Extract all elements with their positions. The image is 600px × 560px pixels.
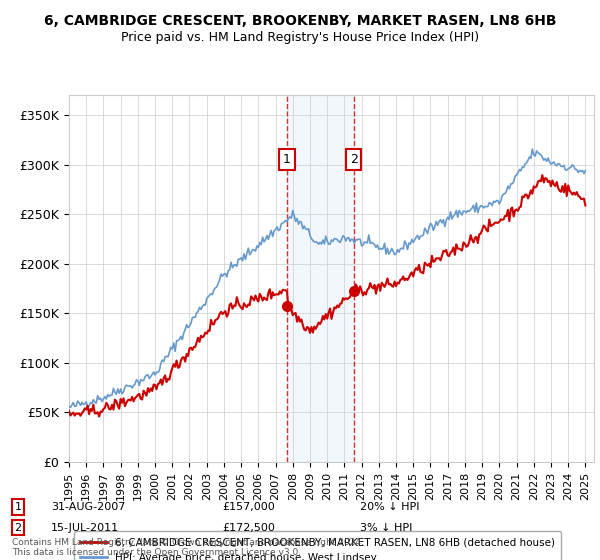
Text: 15-JUL-2011: 15-JUL-2011 bbox=[51, 522, 119, 533]
Text: 31-AUG-2007: 31-AUG-2007 bbox=[51, 502, 125, 512]
Text: 20% ↓ HPI: 20% ↓ HPI bbox=[360, 502, 419, 512]
Text: 6, CAMBRIDGE CRESCENT, BROOKENBY, MARKET RASEN, LN8 6HB: 6, CAMBRIDGE CRESCENT, BROOKENBY, MARKET… bbox=[44, 14, 556, 28]
Bar bbox=[287, 95, 354, 462]
Text: 2: 2 bbox=[350, 153, 358, 166]
Legend: 6, CAMBRIDGE CRESCENT, BROOKENBY, MARKET RASEN, LN8 6HB (detached house), HPI: A: 6, CAMBRIDGE CRESCENT, BROOKENBY, MARKET… bbox=[74, 531, 561, 560]
Text: Price paid vs. HM Land Registry's House Price Index (HPI): Price paid vs. HM Land Registry's House … bbox=[121, 31, 479, 44]
Text: 1: 1 bbox=[283, 153, 291, 166]
Text: £157,000: £157,000 bbox=[222, 502, 275, 512]
Text: Contains HM Land Registry data © Crown copyright and database right 2024.
This d: Contains HM Land Registry data © Crown c… bbox=[12, 538, 364, 557]
Text: 1: 1 bbox=[14, 502, 22, 512]
Text: 3% ↓ HPI: 3% ↓ HPI bbox=[360, 522, 412, 533]
Text: £172,500: £172,500 bbox=[222, 522, 275, 533]
Text: 2: 2 bbox=[14, 522, 22, 533]
